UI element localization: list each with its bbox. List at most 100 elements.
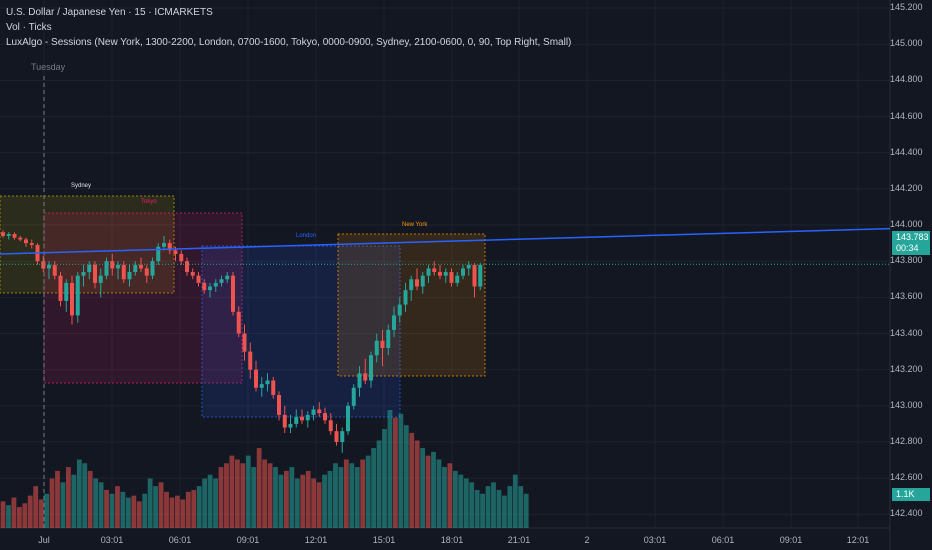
volume-bar [387,410,393,528]
candle-body [173,250,178,254]
volume-bar [207,474,213,528]
candle-body [242,333,247,352]
price-axis-label: 144.400 [890,146,923,157]
candle-body [346,405,350,432]
candle-body [357,373,362,388]
candle-body [351,387,356,406]
volume-bar [371,448,376,528]
volume-bar [158,482,164,528]
candle-body [328,420,333,432]
time-axis-label: 15:01 [372,535,396,545]
candle-body [254,369,258,388]
candle-body [190,272,195,276]
session-label: London [296,233,317,239]
candle-body [70,282,74,316]
candle-body [104,261,109,276]
volume-bar [196,486,202,528]
candle-body [47,264,51,269]
volume-indicator-title[interactable]: Vol · Ticks [6,22,52,33]
time-axis-label: 06:01 [711,535,735,545]
volume-bar [294,478,300,528]
volume-bar [507,486,513,528]
volume-bar [425,455,431,528]
candle-body [461,268,465,276]
candle-body [208,286,212,291]
candle-body [438,272,442,276]
volume-bar [98,482,104,528]
volume-bar [480,493,485,528]
candle-body [81,272,86,276]
candle-body [1,232,5,236]
candle-body [41,261,46,269]
price-axis-label: 143.200 [890,363,923,374]
volume-bar [27,495,33,528]
candle-body [167,243,172,251]
price-axis-label: 145.200 [890,2,923,13]
candle-body [156,246,161,262]
session-label: Tokyo [141,199,157,205]
candle-body [478,264,483,287]
volume-bar [71,474,77,528]
candle-body [449,272,454,283]
candle-body [52,264,57,276]
volume-bar [82,463,88,528]
price-axis-label: 143.000 [890,399,923,410]
volume-bar [311,478,317,528]
volume-bar [354,467,360,528]
symbol-title[interactable]: U.S. Dollar / Japanese Yen · 15 · ICMARK… [6,7,213,18]
volume-bar [93,478,99,528]
volume-bar [349,463,355,528]
time-axis-label: 2 [584,535,590,545]
time-axis-label: 06:01 [168,535,192,545]
candle-body [133,264,138,273]
volume-bar [436,459,442,528]
volume-bar [229,455,235,528]
candle-body [219,279,224,283]
volume-bar [431,451,436,528]
candle-body [340,431,345,443]
sessions-indicator-title[interactable]: LuxAlgo - Sessions (New York, 1300-2200,… [6,37,572,48]
volume-bar [55,470,60,528]
volume-bar [224,463,229,528]
volume-bar [420,448,426,528]
volume-bar [87,470,93,528]
price-axis-label: 144.200 [890,182,923,193]
candle-body [403,290,408,305]
volume-bar [131,495,137,528]
candle-body [334,431,339,443]
price-axis-label: 143.600 [890,291,923,302]
candle-body [259,384,264,388]
candle-body [472,264,477,287]
volume-bar [245,455,251,528]
candle-body [213,282,218,287]
candle-body [271,380,276,395]
volume-bar [115,486,120,528]
candle-body [282,414,287,428]
candle-body [231,275,235,312]
volume-bar [322,474,327,528]
volume-bar [447,463,453,528]
volume-bar [398,413,404,528]
candle-body [369,355,373,381]
price-axis-label: 142.800 [890,436,923,446]
volume-bar [338,467,344,528]
candle-body [110,261,115,269]
candle-body [121,264,126,280]
volume-bar [169,497,175,528]
volume-bar [442,467,447,528]
volume-bar [16,507,22,528]
candle-body [179,253,184,262]
day-label: Tuesday [31,62,66,72]
volume-bar [273,467,278,528]
candle-body [162,243,166,247]
volume-bar [76,459,82,528]
chart-legend: U.S. Dollar / Japanese Yen · 15 · ICMARK… [6,5,571,50]
candle-body [363,373,368,381]
volume-bar [136,501,142,528]
volume-bar [300,474,306,528]
volume-bar [496,489,502,528]
volume-bar [104,489,109,528]
candle-body [311,409,316,415]
